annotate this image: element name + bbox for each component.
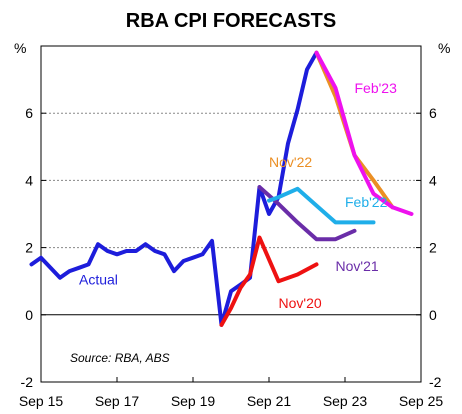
y-unit-right: % <box>438 40 450 56</box>
y-tick-label-right: -2 <box>429 374 442 390</box>
y-tick-label-right: 4 <box>429 172 437 188</box>
series-labels: Actual Nov'20 Nov'21 Feb'22 Nov'22 Feb'23 <box>79 80 397 311</box>
x-ticks: Sep 15 Sep 17 Sep 19 Sep 21 Sep 23 Sep 25 <box>19 377 444 409</box>
y-tick-label-left: 0 <box>25 307 33 323</box>
series-line-actual <box>29 50 319 327</box>
y-tick-label-left: 4 <box>25 172 33 188</box>
x-tick-label: Sep 19 <box>171 393 216 409</box>
x-tick-label: Sep 23 <box>323 393 368 409</box>
series-line-feb-22 <box>267 186 376 225</box>
chart-title: RBA CPI FORECASTS <box>126 10 336 32</box>
series-label-feb-22: Feb'22 <box>345 194 388 210</box>
series-label-nov-21: Nov'21 <box>336 258 379 274</box>
y-tick-label-right: 0 <box>429 307 437 323</box>
y-tick-label-right: 2 <box>429 240 437 256</box>
grid-layer <box>41 112 421 316</box>
y-tick-label-left: -2 <box>21 374 34 390</box>
series-label-actual: Actual <box>79 272 118 288</box>
series-label-nov-20: Nov'20 <box>279 295 322 311</box>
series-line-nov-20 <box>219 235 319 327</box>
x-tick-label: Sep 17 <box>95 393 140 409</box>
y-ticks: -2 -2 0 0 2 2 4 4 6 6 <box>21 105 442 390</box>
y-tick-label-left: 2 <box>25 240 33 256</box>
y-tick-label-left: 6 <box>25 105 33 121</box>
series-line-feb-23 <box>314 50 414 216</box>
y-unit-left: % <box>14 40 26 56</box>
source-note: Source: RBA, ABS <box>70 351 170 365</box>
x-tick-label: Sep 21 <box>247 393 292 409</box>
x-tick-label: Sep 15 <box>19 393 64 409</box>
plot-frame <box>40 45 422 383</box>
x-tick-label: Sep 25 <box>399 393 444 409</box>
series-label-feb-23: Feb'23 <box>355 80 398 96</box>
series-layer <box>29 50 414 327</box>
series-label-nov-22: Nov'22 <box>269 154 312 170</box>
y-tick-label-right: 6 <box>429 105 437 121</box>
series-line-nov-21 <box>257 185 357 242</box>
